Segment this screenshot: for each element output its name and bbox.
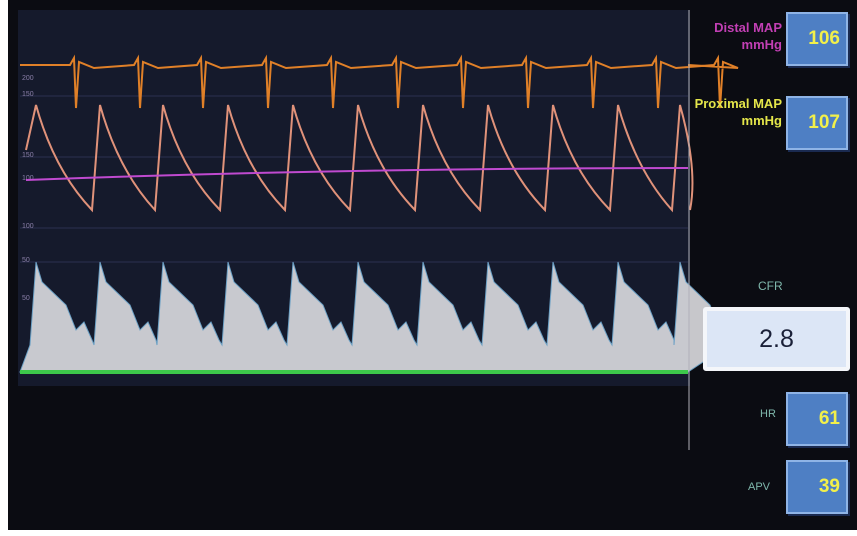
proximal-unit: mmHg — [695, 112, 782, 129]
cfr-value: 2.8 — [703, 307, 850, 371]
distal-unit: mmHg — [714, 36, 782, 53]
proximal-value: 107 — [786, 96, 848, 150]
distal-value: 106 — [786, 12, 848, 66]
cfr-label: CFR — [758, 278, 783, 295]
scale-label: 100 — [22, 223, 34, 230]
scale-label: 200 — [22, 75, 34, 82]
apv-value: 39 — [786, 460, 848, 514]
waveform-display: 200 150 150 100 100 50 50 — [8, 0, 857, 530]
scale-label: 50 — [22, 295, 30, 302]
scale-label: 150 — [22, 152, 34, 159]
hr-value: 61 — [786, 392, 848, 446]
scale-label: 150 — [22, 91, 34, 98]
scale-label: 50 — [22, 257, 30, 264]
hr-label: HR — [760, 406, 776, 423]
proximal-title: Proximal MAP — [695, 95, 782, 112]
apv-label: APV — [748, 479, 770, 496]
distal-title: Distal MAP — [714, 19, 782, 36]
scale-label: 100 — [22, 175, 34, 182]
